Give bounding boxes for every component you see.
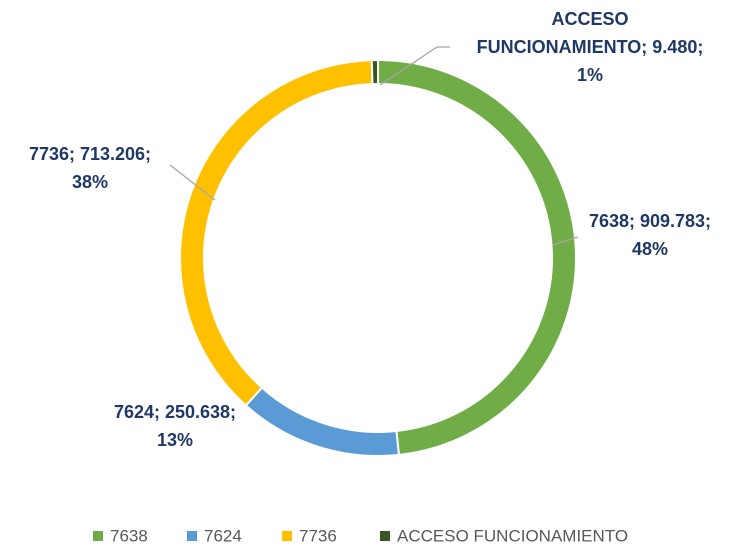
data-label-line: 13% <box>157 430 193 450</box>
data-label: 7638; 909.783; 48% <box>589 211 711 259</box>
data-label: 7736; 713.206; 38% <box>29 144 151 192</box>
data-label: ACCESO FUNCIONAMIENTO; 9.480; 1% <box>477 9 704 85</box>
donut-slice <box>377 58 578 456</box>
legend-label: 7638 <box>110 526 148 545</box>
donut-slice <box>370 58 379 86</box>
leader-line <box>169 164 216 201</box>
leader-line <box>552 236 579 246</box>
legend-label: 7736 <box>299 526 337 545</box>
donut-slice <box>179 59 374 407</box>
legend-swatch <box>282 531 292 541</box>
legend-label: 7624 <box>204 526 242 545</box>
data-label-line: 7736; 713.206; <box>29 144 151 164</box>
data-label-line: 1% <box>577 65 603 85</box>
donut-slice <box>244 386 401 457</box>
data-label-line: ACCESO <box>551 9 628 29</box>
legend-swatch <box>187 531 197 541</box>
data-label-line: FUNCIONAMIENTO; 9.480; <box>477 37 704 57</box>
legend-swatch <box>380 531 390 541</box>
data-label: 7624; 250.638; 13% <box>114 402 236 450</box>
legend-label: ACCESO FUNCIONAMIENTO <box>397 526 628 545</box>
legend-swatch <box>93 531 103 541</box>
data-label-line: 7624; 250.638; <box>114 402 236 422</box>
data-label-line: 7638; 909.783; <box>589 211 711 231</box>
data-label-line: 38% <box>72 172 108 192</box>
data-label-line: 48% <box>632 239 668 259</box>
leader-line <box>379 46 450 86</box>
